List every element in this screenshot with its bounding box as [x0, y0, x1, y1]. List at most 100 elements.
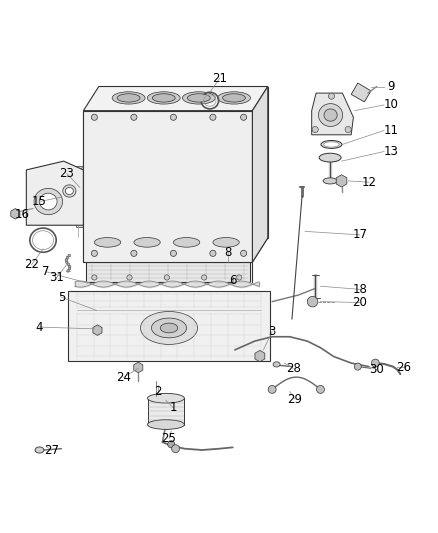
Ellipse shape [117, 94, 140, 102]
Circle shape [328, 93, 334, 99]
Text: 23: 23 [59, 167, 74, 180]
Ellipse shape [323, 142, 338, 147]
Circle shape [236, 275, 241, 280]
Circle shape [311, 126, 318, 133]
Ellipse shape [318, 103, 342, 126]
Text: 30: 30 [368, 363, 383, 376]
Circle shape [170, 114, 176, 120]
Ellipse shape [147, 419, 184, 430]
Circle shape [92, 275, 97, 280]
Circle shape [240, 251, 246, 256]
Circle shape [65, 259, 67, 261]
Circle shape [67, 263, 70, 265]
Text: 24: 24 [116, 370, 131, 384]
Circle shape [66, 256, 69, 259]
Text: 29: 29 [287, 393, 302, 406]
Text: 26: 26 [396, 361, 410, 374]
Ellipse shape [222, 94, 245, 102]
Polygon shape [75, 166, 88, 227]
Ellipse shape [322, 178, 336, 184]
Text: 9: 9 [386, 80, 394, 93]
Circle shape [307, 296, 317, 307]
Polygon shape [85, 262, 250, 282]
Polygon shape [252, 86, 267, 262]
Text: 27: 27 [44, 443, 59, 456]
Ellipse shape [134, 238, 160, 247]
Text: 8: 8 [224, 246, 231, 259]
Ellipse shape [320, 141, 341, 148]
Text: 3: 3 [268, 325, 275, 338]
Circle shape [131, 114, 137, 120]
Polygon shape [11, 208, 20, 219]
Polygon shape [68, 290, 269, 361]
Circle shape [209, 251, 215, 256]
Circle shape [68, 265, 71, 268]
Text: 7: 7 [42, 265, 50, 278]
Text: 16: 16 [14, 208, 29, 221]
Ellipse shape [151, 318, 186, 338]
Text: 15: 15 [32, 195, 47, 208]
Circle shape [201, 275, 206, 280]
Polygon shape [336, 175, 346, 187]
Ellipse shape [147, 92, 180, 104]
Text: 11: 11 [382, 124, 397, 137]
Text: 22: 22 [24, 259, 39, 271]
Ellipse shape [160, 323, 177, 333]
Circle shape [209, 114, 215, 120]
Text: 17: 17 [352, 229, 367, 241]
Circle shape [268, 385, 276, 393]
Ellipse shape [323, 109, 336, 121]
Circle shape [170, 251, 176, 256]
Circle shape [164, 275, 169, 280]
Text: 31: 31 [49, 271, 64, 285]
Ellipse shape [65, 188, 73, 195]
Text: 6: 6 [228, 274, 236, 287]
Circle shape [316, 385, 324, 393]
Ellipse shape [272, 362, 279, 367]
Circle shape [91, 251, 97, 256]
Ellipse shape [187, 94, 210, 102]
Ellipse shape [182, 92, 215, 104]
Circle shape [127, 275, 132, 280]
Ellipse shape [173, 238, 199, 247]
Ellipse shape [152, 94, 175, 102]
Polygon shape [254, 350, 264, 362]
Text: 4: 4 [35, 320, 43, 334]
Bar [147, 398, 184, 425]
Polygon shape [350, 83, 370, 102]
Text: 21: 21 [212, 72, 226, 85]
Text: 10: 10 [382, 99, 397, 111]
Circle shape [68, 268, 71, 270]
Circle shape [353, 363, 360, 370]
Text: 25: 25 [161, 432, 176, 445]
Polygon shape [83, 86, 267, 111]
Text: 5: 5 [58, 290, 65, 304]
Text: 13: 13 [382, 145, 397, 158]
Ellipse shape [318, 154, 340, 162]
Circle shape [171, 445, 179, 453]
Circle shape [240, 114, 246, 120]
Circle shape [167, 441, 174, 448]
Text: 18: 18 [352, 283, 367, 296]
Circle shape [344, 126, 350, 133]
Text: 28: 28 [285, 362, 300, 375]
Polygon shape [93, 325, 102, 335]
Ellipse shape [63, 185, 76, 197]
Ellipse shape [217, 92, 250, 104]
Circle shape [68, 254, 71, 257]
Circle shape [131, 251, 137, 256]
Ellipse shape [140, 311, 197, 344]
Circle shape [371, 359, 378, 367]
Ellipse shape [35, 447, 44, 453]
Circle shape [91, 114, 97, 120]
Circle shape [67, 270, 69, 272]
Polygon shape [83, 111, 252, 262]
Text: 1: 1 [169, 401, 177, 414]
Ellipse shape [39, 193, 57, 210]
Text: 12: 12 [360, 176, 375, 189]
Polygon shape [26, 161, 83, 225]
Ellipse shape [94, 238, 120, 247]
Ellipse shape [147, 393, 184, 403]
Ellipse shape [112, 92, 145, 104]
Polygon shape [311, 93, 353, 135]
